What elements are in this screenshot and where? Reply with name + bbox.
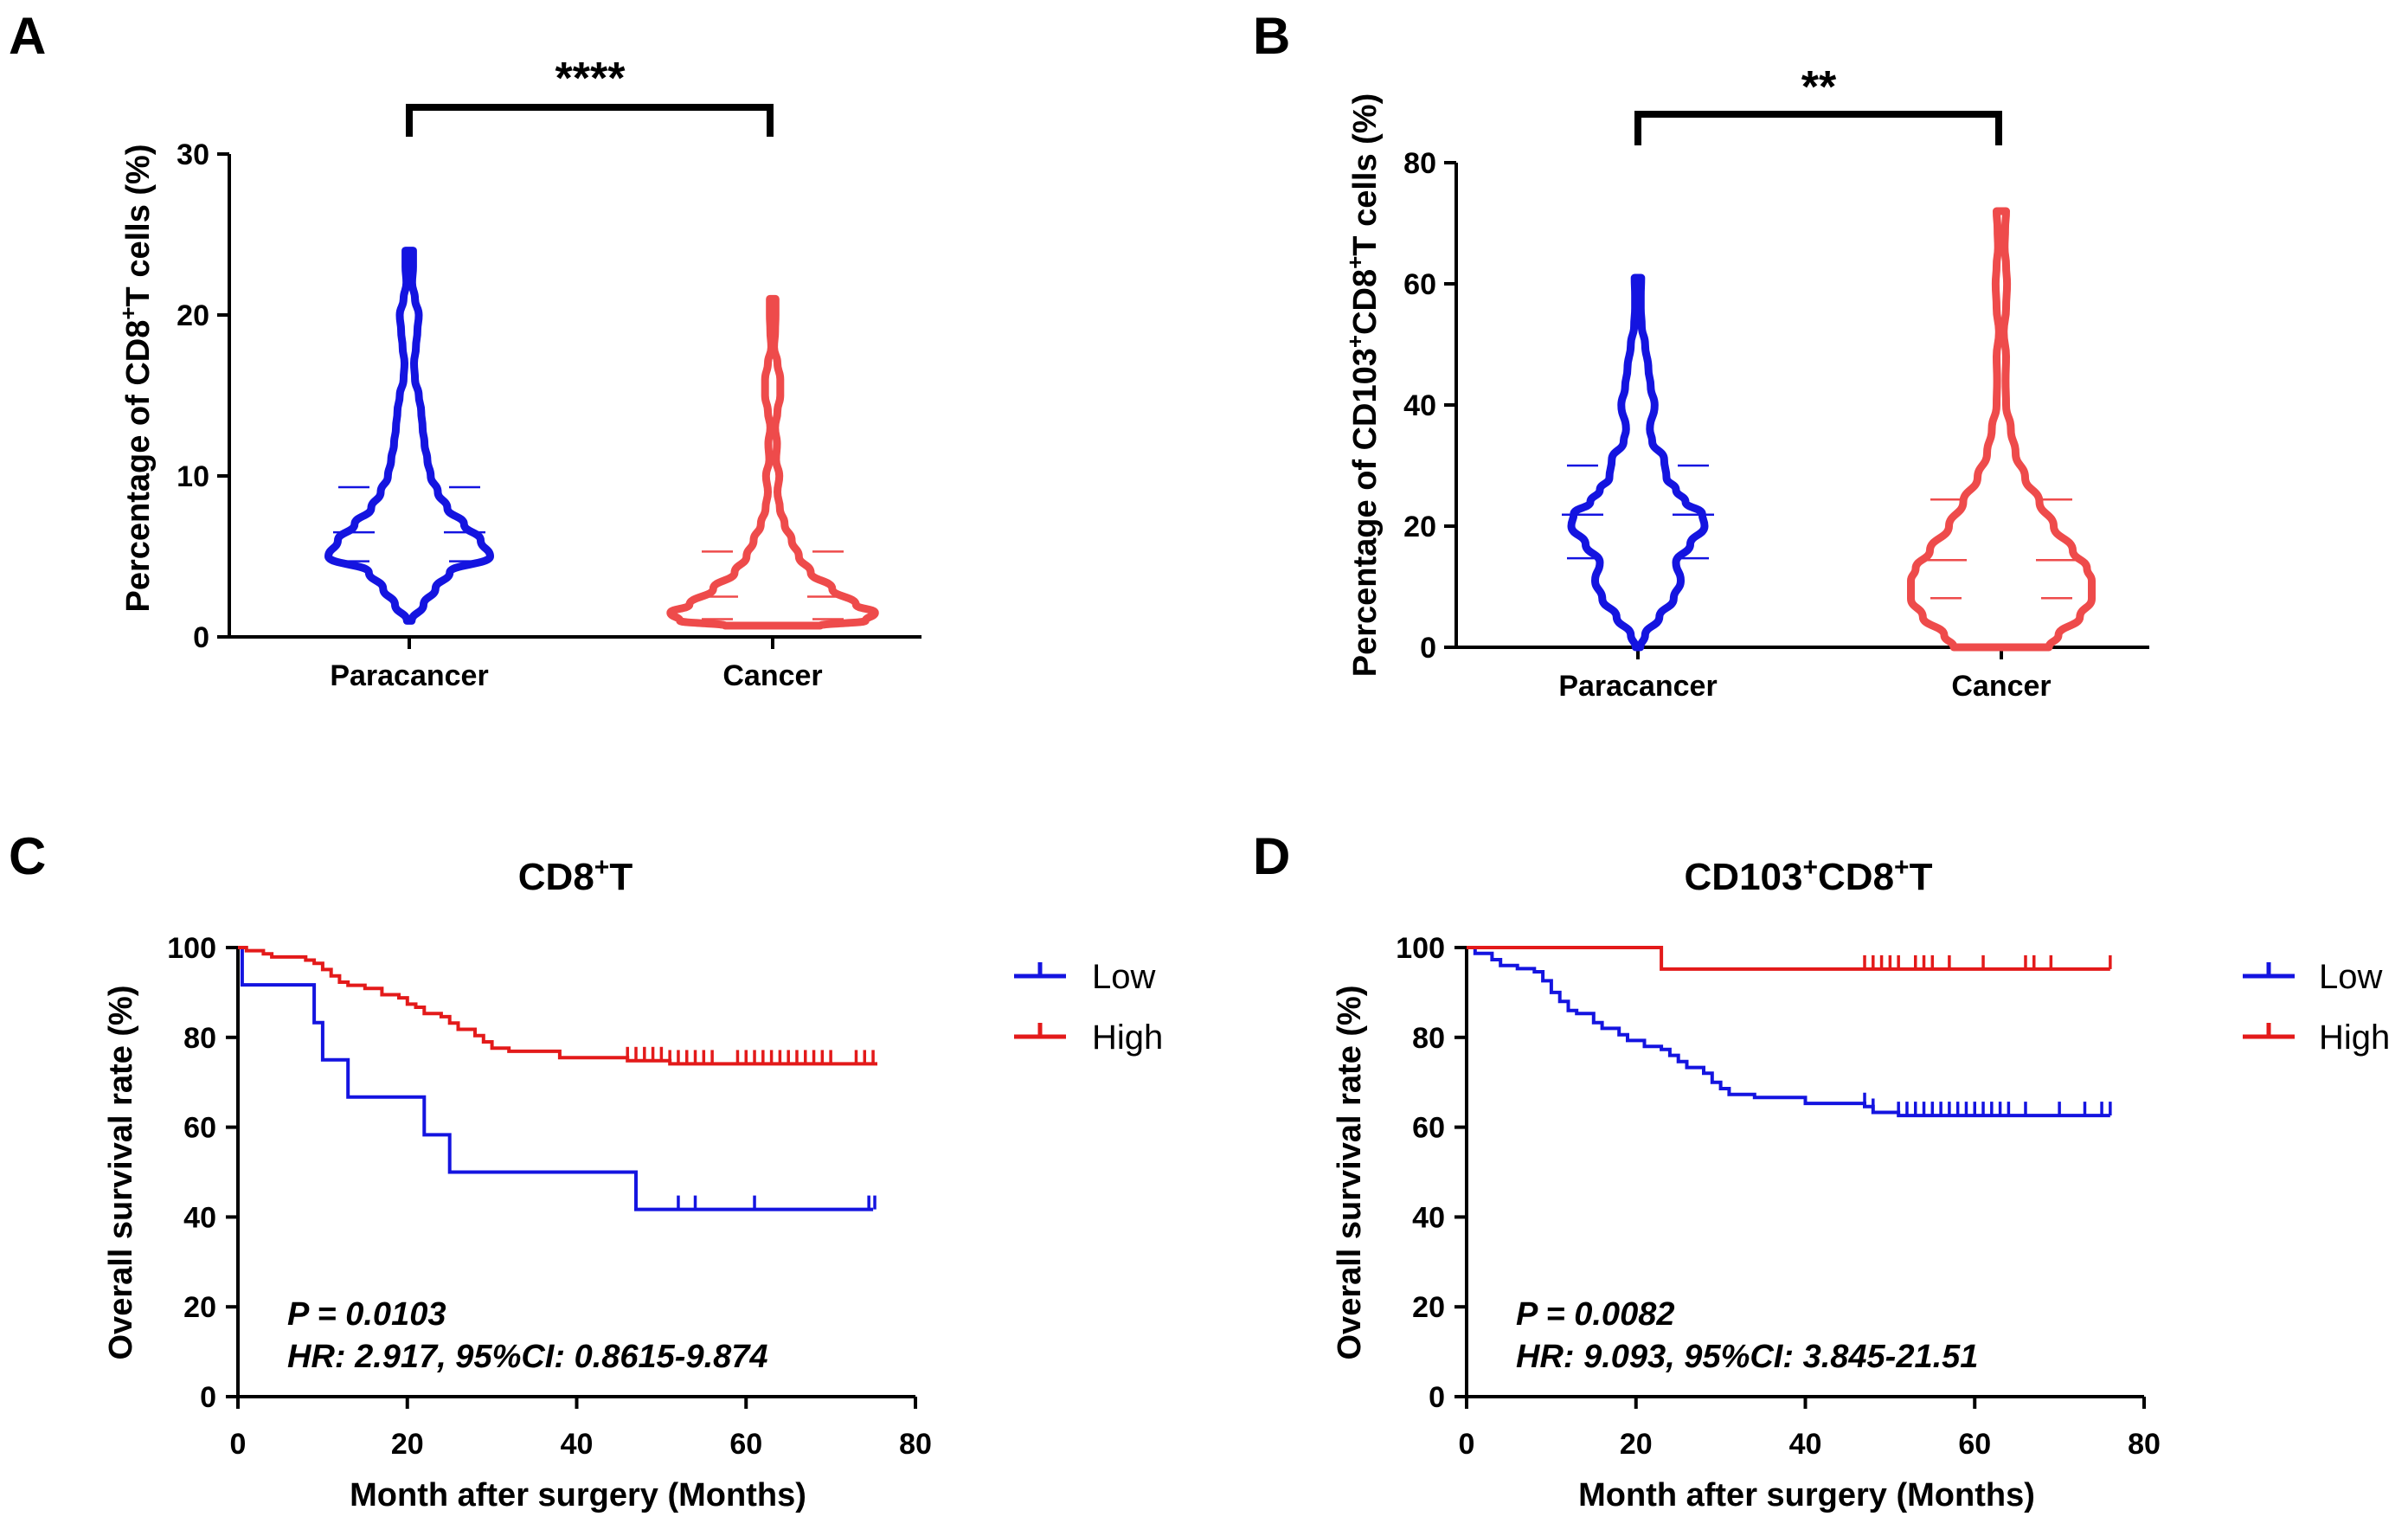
panel-a-plot	[217, 152, 921, 649]
panel-d-y-tick-label: 20	[1412, 1291, 1445, 1324]
panel-c-legend-high: High	[1014, 1019, 1163, 1057]
panel-b-plot	[1444, 161, 2149, 659]
panel-d-x-tick-label: 20	[1620, 1428, 1653, 1461]
panel-c-y-axis-title: Overall survival rate (%)	[103, 986, 139, 1360]
panel-d-x-ticks: 0 20 40 60 80	[1459, 1428, 2161, 1461]
survival-curve-low	[238, 946, 874, 1211]
panel-a-y-tick-label: 30	[177, 138, 209, 171]
panel-b: B ** Percentage of CD103+CD8+T cells (%)…	[1253, 7, 2149, 703]
survival-curve-low	[1467, 946, 2110, 1118]
panel-c-plot	[226, 946, 917, 1409]
panel-c-legend-low: Low	[1014, 958, 1155, 996]
panel-a-significance: ****	[555, 54, 626, 104]
panel-c-y-ticks: 0 20 40 60 80 100	[167, 932, 216, 1414]
panel-c-y-tick-label: 80	[183, 1022, 216, 1055]
panel-d-hr-text: HR: 9.093, 95%CI: 3.845-21.51	[1516, 1339, 1978, 1375]
panel-d-plot	[1454, 946, 2146, 1409]
panel-a-category-cancer: Cancer	[722, 659, 822, 692]
violin-paracancer	[1567, 273, 1709, 652]
panel-b-category-paracancer: Paracancer	[1558, 670, 1717, 703]
panel-d-y-tick-label: 100	[1396, 932, 1445, 965]
panel-a-y-tick-label: 20	[177, 299, 209, 332]
survival-curve-high	[1467, 946, 2110, 971]
panel-c-x-axis-title: Month after surgery (Months)	[350, 1477, 806, 1513]
panel-c-x-tick-label: 80	[899, 1428, 932, 1461]
panel-d-y-tick-label: 80	[1412, 1022, 1445, 1055]
panel-a-letter: A	[9, 7, 46, 65]
panel-c-x-tick-label: 60	[729, 1428, 762, 1461]
panel-b-category-cancer: Cancer	[1951, 670, 2051, 703]
panel-d-p-value: P = 0.0082	[1516, 1296, 1674, 1333]
panel-c-p-value: P = 0.0103	[287, 1296, 446, 1333]
legend-label-low: Low	[2319, 958, 2382, 996]
panel-d: D CD103+CD8+T Overall survival rate (%) …	[1253, 827, 2390, 1513]
panel-c: C CD8+T Overall survival rate (%) Month …	[9, 827, 1163, 1513]
panel-a-y-tick-label: 0	[193, 621, 209, 654]
panel-d-x-tick-label: 80	[2128, 1428, 2161, 1461]
panel-c-y-tick-label: 100	[167, 932, 216, 965]
panel-a-category-paracancer: Paracancer	[330, 659, 488, 692]
panel-c-x-tick-label: 0	[230, 1428, 247, 1461]
panel-c-x-ticks: 0 20 40 60 80	[230, 1428, 932, 1461]
panel-b-significance: **	[1801, 62, 1837, 112]
violin-paracancer	[324, 247, 494, 625]
panel-b-y-ticks: 0 20 40 60 80	[1403, 147, 1436, 665]
panel-d-x-axis-title: Month after surgery (Months)	[1578, 1477, 2035, 1513]
panel-c-title: CD8+T	[518, 853, 633, 899]
panel-c-hr-text: HR: 2.917, 95%CI: 0.8615-9.874	[287, 1339, 768, 1375]
violin-cancer	[666, 294, 879, 630]
panel-d-y-tick-label: 60	[1412, 1112, 1445, 1145]
panel-b-y-tick-label: 80	[1403, 147, 1436, 180]
panel-d-y-axis-title: Overall survival rate (%)	[1332, 986, 1368, 1360]
legend-label-low: Low	[1092, 958, 1155, 996]
panel-d-y-tick-label: 0	[1429, 1381, 1445, 1414]
panel-d-x-tick-label: 40	[1789, 1428, 1822, 1461]
panel-b-bracket: **	[1634, 62, 2002, 145]
panel-d-legend: Low High	[2243, 958, 2390, 1057]
panel-b-y-axis-title: Percentage of CD103+CD8+T cells (%)	[1342, 93, 1384, 678]
panel-b-y-tick-label: 60	[1403, 268, 1436, 301]
panel-c-x-tick-label: 20	[391, 1428, 424, 1461]
panel-a-y-axis-title: Percentage of CD8+T cells (%)	[115, 144, 157, 612]
panel-b-y-tick-label: 20	[1403, 511, 1436, 543]
violin-cancer	[1907, 207, 2096, 652]
panel-b-y-tick-label: 0	[1420, 632, 1436, 665]
panel-d-y-tick-label: 40	[1412, 1201, 1445, 1234]
panel-d-legend-high: High	[2243, 1019, 2390, 1057]
panel-c-letter: C	[9, 827, 46, 885]
panel-a: A **** Percentage of CD8+T cells (%) 0 1…	[9, 7, 921, 692]
legend-label-high: High	[2319, 1019, 2390, 1057]
panel-a-y-tick-label: 10	[177, 460, 209, 493]
panel-b-y-tick-label: 40	[1403, 389, 1436, 422]
panel-c-legend: Low High	[1014, 958, 1163, 1057]
panel-d-title: CD103+CD8+T	[1685, 853, 1933, 899]
panel-d-y-ticks: 0 20 40 60 80 100	[1396, 932, 1445, 1414]
panel-c-y-tick-label: 40	[183, 1201, 216, 1234]
panel-a-bracket: ****	[406, 54, 774, 137]
legend-label-high: High	[1092, 1019, 1163, 1057]
panel-c-x-tick-label: 40	[561, 1428, 594, 1461]
panel-d-x-tick-label: 0	[1459, 1428, 1475, 1461]
panel-c-y-tick-label: 0	[200, 1381, 216, 1414]
panel-b-letter: B	[1253, 7, 1290, 65]
panel-d-x-tick-label: 60	[1958, 1428, 1991, 1461]
panel-d-letter: D	[1253, 827, 1290, 885]
survival-curve-high	[238, 946, 877, 1066]
panel-c-y-tick-label: 60	[183, 1112, 216, 1145]
panel-d-legend-low: Low	[2243, 958, 2382, 996]
panel-a-y-ticks: 0 10 20 30	[177, 138, 209, 654]
panel-c-y-tick-label: 20	[183, 1291, 216, 1324]
